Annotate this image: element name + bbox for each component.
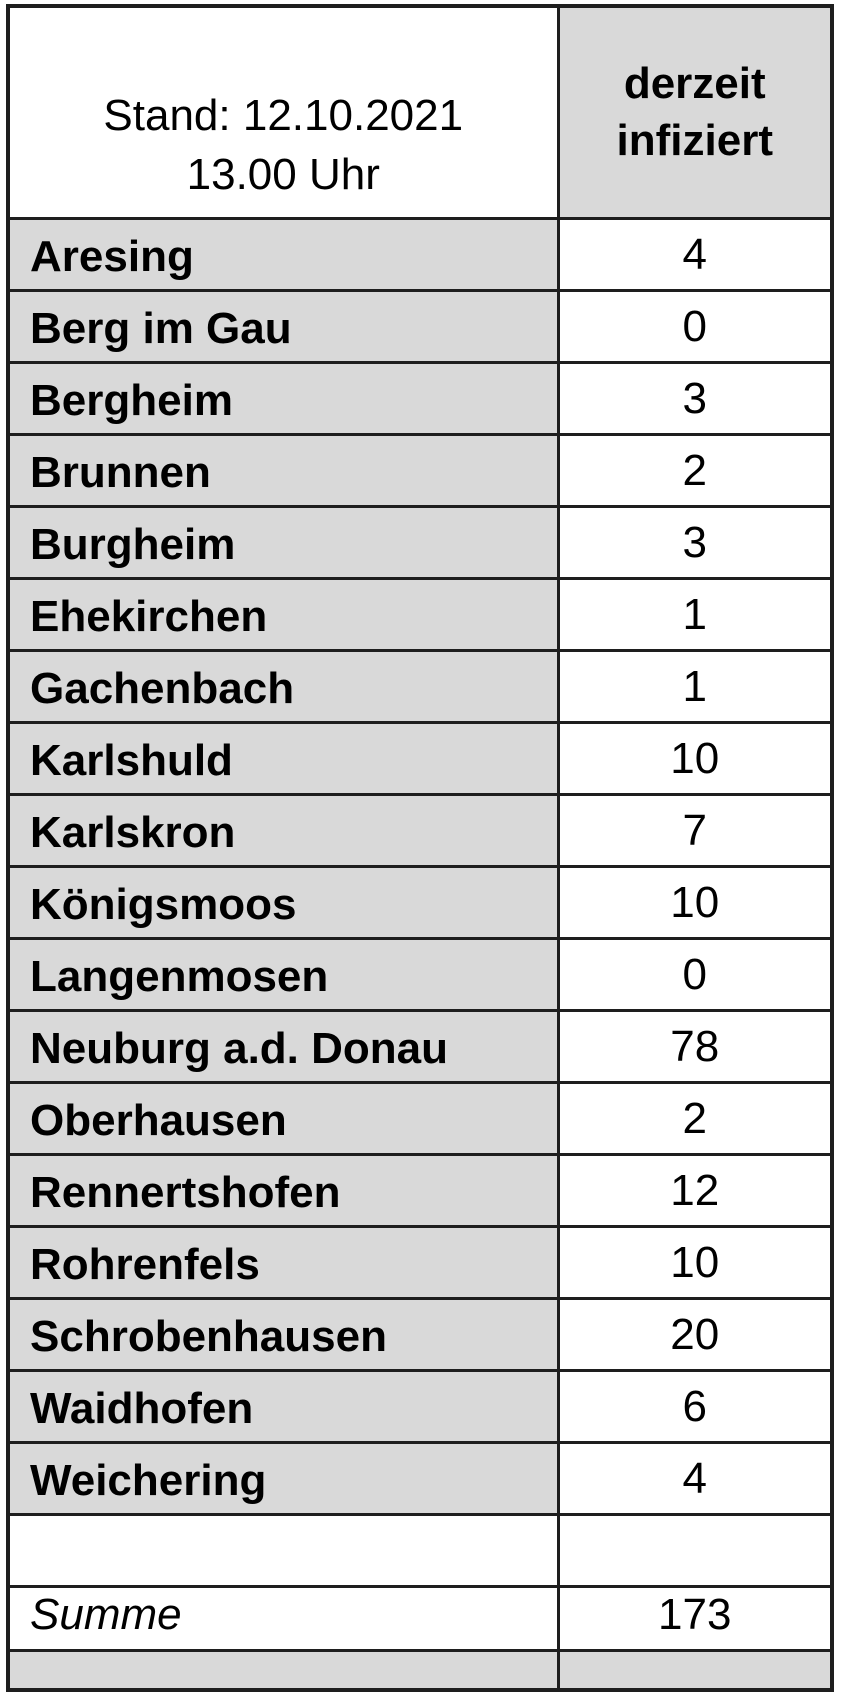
municipality-name: Langenmosen — [6, 936, 560, 1012]
infected-count: 4 — [556, 1440, 834, 1516]
infected-count: 10 — [556, 864, 834, 940]
municipality-name: Burgheim — [6, 504, 560, 580]
infected-count: 0 — [556, 288, 834, 364]
partial-name-cell — [6, 1648, 560, 1692]
table-row: Gachenbach 1 — [6, 648, 834, 724]
municipality-name: Weichering — [6, 1440, 560, 1516]
infected-count: 3 — [556, 360, 834, 436]
empty-row — [6, 1512, 834, 1588]
table-row: Bergheim 3 — [6, 360, 834, 436]
table-row: Waidhofen 6 — [6, 1368, 834, 1444]
empty-name-cell — [6, 1512, 560, 1588]
partial-value-cell — [556, 1648, 834, 1692]
partial-next-row — [6, 1648, 834, 1692]
infected-count: 2 — [556, 432, 834, 508]
table-row: Langenmosen 0 — [6, 936, 834, 1012]
infected-count: 12 — [556, 1152, 834, 1228]
empty-value-cell — [556, 1512, 834, 1588]
infection-table: Stand: 12.10.2021 13.00 Uhr derzeit infi… — [6, 4, 834, 1692]
table-row: Weichering 4 — [6, 1440, 834, 1516]
table-row: Oberhausen 2 — [6, 1080, 834, 1156]
municipality-name: Gachenbach — [6, 648, 560, 724]
municipality-name: Berg im Gau — [6, 288, 560, 364]
time-line: 13.00 Uhr — [186, 150, 380, 200]
table-row: Burgheim 3 — [6, 504, 834, 580]
table-row: Neuburg a.d. Donau 78 — [6, 1008, 834, 1084]
municipality-name: Aresing — [6, 216, 560, 292]
infected-count: 6 — [556, 1368, 834, 1444]
summary-row: Summe 173 — [6, 1584, 834, 1652]
date-line: Stand: 12.10.2021 — [103, 90, 464, 140]
infected-count: 10 — [556, 720, 834, 796]
municipality-name: Rennertshofen — [6, 1152, 560, 1228]
date-header-cell: Stand: 12.10.2021 13.00 Uhr — [6, 4, 560, 220]
infected-count: 10 — [556, 1224, 834, 1300]
infected-count: 1 — [556, 648, 834, 724]
table-row: Königsmoos 10 — [6, 864, 834, 940]
municipality-name: Oberhausen — [6, 1080, 560, 1156]
table-row: Schrobenhausen 20 — [6, 1296, 834, 1372]
municipality-name: Königsmoos — [6, 864, 560, 940]
table-row: Karlshuld 10 — [6, 720, 834, 796]
column-header-derzeit-infiziert: derzeit infiziert — [556, 4, 834, 220]
table-row: Berg im Gau 0 — [6, 288, 834, 364]
municipality-name: Karlshuld — [6, 720, 560, 796]
municipality-name: Ehekirchen — [6, 576, 560, 652]
infected-count: 20 — [556, 1296, 834, 1372]
municipality-name: Brunnen — [6, 432, 560, 508]
municipality-rows: Aresing 4 Berg im Gau 0 Bergheim 3 Brunnen 2 Bur… — [6, 216, 834, 1516]
infected-count: 1 — [556, 576, 834, 652]
summary-label: Summe — [6, 1584, 560, 1652]
infected-count: 7 — [556, 792, 834, 868]
table-row: Ehekirchen 1 — [6, 576, 834, 652]
infected-count: 3 — [556, 504, 834, 580]
municipality-name: Bergheim — [6, 360, 560, 436]
infected-count: 2 — [556, 1080, 834, 1156]
table-row: Karlskron 7 — [6, 792, 834, 868]
municipality-name: Schrobenhausen — [6, 1296, 560, 1372]
summary-value: 173 — [556, 1584, 834, 1652]
municipality-name: Neuburg a.d. Donau — [6, 1008, 560, 1084]
table-row: Rohrenfels 10 — [6, 1224, 834, 1300]
municipality-name: Karlskron — [6, 792, 560, 868]
header-row: Stand: 12.10.2021 13.00 Uhr derzeit infi… — [6, 4, 834, 220]
municipality-name: Waidhofen — [6, 1368, 560, 1444]
table-row: Brunnen 2 — [6, 432, 834, 508]
infected-count: 0 — [556, 936, 834, 1012]
municipality-name: Rohrenfels — [6, 1224, 560, 1300]
infected-count: 4 — [556, 216, 834, 292]
infected-count: 78 — [556, 1008, 834, 1084]
table-row: Rennertshofen 12 — [6, 1152, 834, 1228]
table-row: Aresing 4 — [6, 216, 834, 292]
